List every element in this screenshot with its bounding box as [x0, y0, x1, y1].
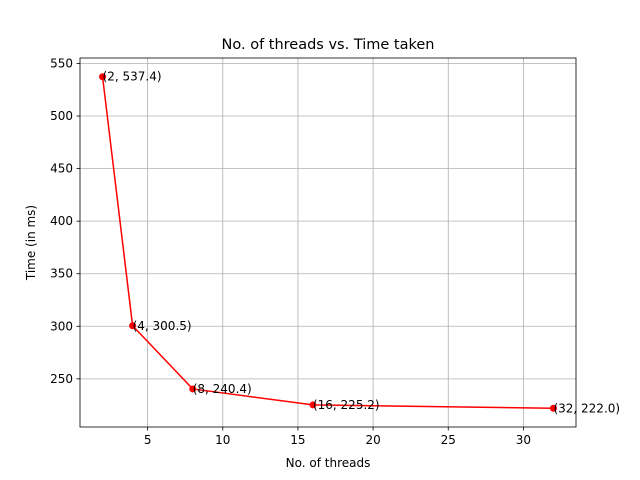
data-point — [129, 322, 137, 330]
data-point — [309, 401, 317, 409]
y-tick-label: 550 — [50, 56, 73, 70]
x-tick-label: 10 — [215, 433, 230, 447]
grid-lines — [80, 58, 576, 427]
y-tick-label: 450 — [50, 162, 73, 176]
y-axis-label: Time (in ms) — [24, 205, 38, 281]
data-point-label: (32, 222.0) — [553, 401, 620, 415]
y-tick-label: 250 — [50, 372, 73, 386]
data-point-label: (4, 300.5) — [133, 319, 192, 333]
x-tick-label: 30 — [516, 433, 531, 447]
chart-title: No. of threads vs. Time taken — [222, 37, 435, 53]
data-point — [189, 385, 197, 393]
data-point — [99, 73, 107, 81]
y-tick-label: 350 — [50, 267, 73, 281]
series-line — [101, 76, 554, 410]
x-tick-label: 20 — [365, 433, 380, 447]
axis-ticks: 5 10 15 20 25 30 250 300 350 400 450 500 550 — [50, 56, 531, 447]
x-axis-label: No. of threads — [286, 456, 371, 470]
x-tick-label: 25 — [441, 433, 456, 447]
data-point-label: (8, 240.4) — [193, 382, 252, 396]
y-tick-label: 500 — [50, 109, 73, 123]
series-layer — [99, 73, 557, 412]
data-point-label: (2, 537.4) — [103, 70, 162, 84]
y-tick-label: 300 — [50, 319, 73, 333]
x-tick-label: 15 — [290, 433, 305, 447]
data-point-label: (16, 225.2) — [313, 398, 380, 412]
data-labels: (2, 537.4) (4, 300.5) (8, 240.4) (16, 225.2… — [103, 70, 621, 416]
y-tick-label: 400 — [50, 214, 73, 228]
data-point — [549, 404, 557, 412]
x-tick-label: 5 — [144, 433, 152, 447]
plot-frame — [79, 57, 577, 428]
